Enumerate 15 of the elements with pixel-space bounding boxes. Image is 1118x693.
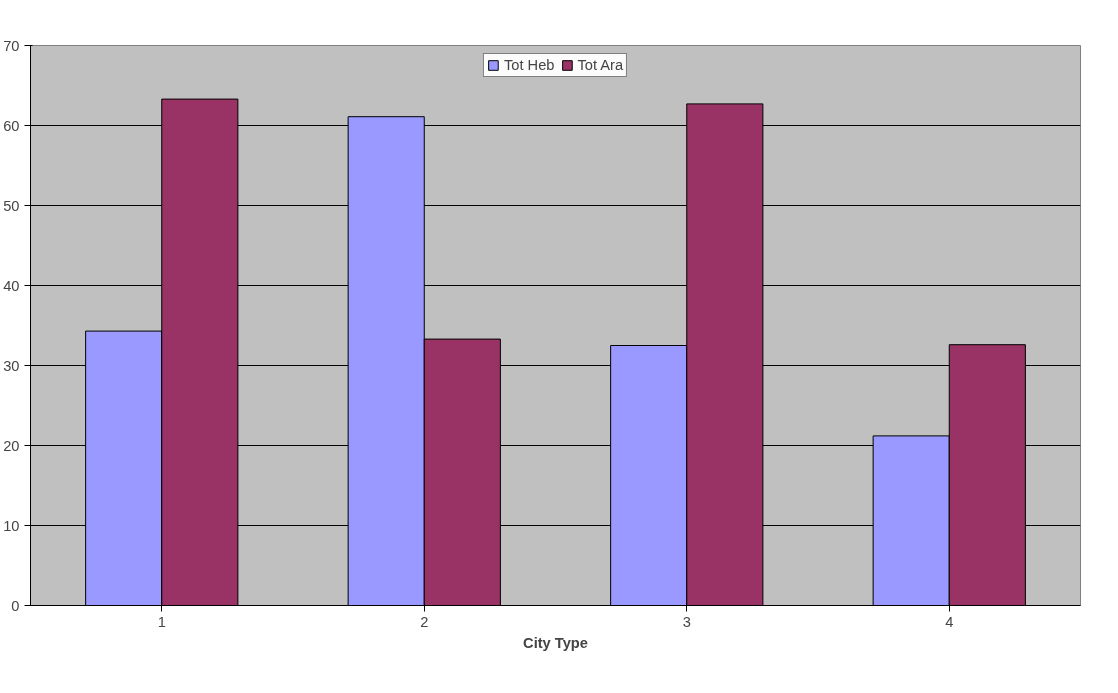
y-tick-label: 70 (3, 37, 20, 54)
x-tick-label: 3 (682, 613, 691, 630)
legend-label: Tot Ara (577, 57, 624, 73)
y-tick-label: 60 (3, 117, 20, 134)
legend-label: Tot Heb (503, 57, 555, 73)
y-tick-label: 50 (3, 197, 20, 214)
x-axis-title: City Type (523, 634, 588, 651)
x-tick-label: 4 (945, 613, 954, 630)
y-tick-label: 20 (3, 437, 20, 454)
y-tick-label: 40 (3, 277, 20, 294)
y-tick-label: 0 (11, 597, 20, 614)
x-tick-label: 2 (420, 613, 429, 630)
y-tick-label: 10 (3, 517, 20, 534)
x-tick-label: 1 (157, 613, 166, 630)
y-tick-label: 30 (3, 357, 20, 374)
